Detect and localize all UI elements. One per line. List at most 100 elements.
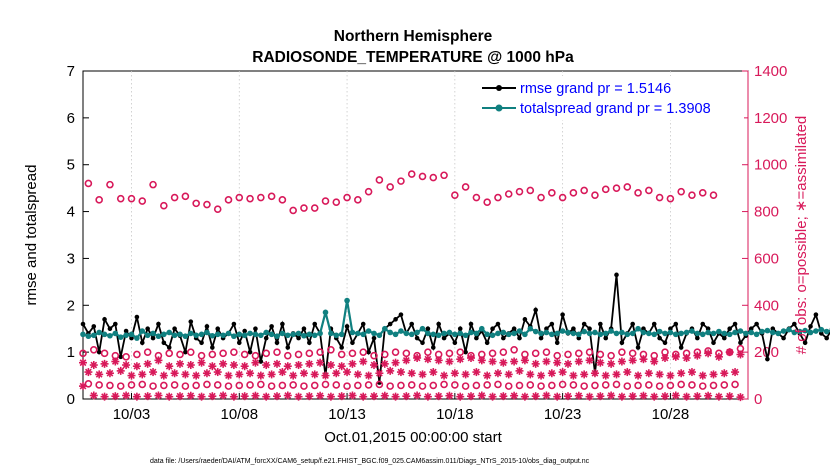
totalspread-point (215, 332, 221, 338)
assimilated_00-point (634, 372, 642, 380)
assimilated_00-point (257, 372, 265, 380)
rmse-point (253, 326, 258, 331)
assimilated_12-point (456, 355, 464, 363)
totalspread-point (118, 334, 124, 340)
assimilated_12-point (564, 360, 572, 368)
rmse-point (781, 336, 786, 341)
assimilated_00-point (645, 369, 653, 377)
rmse-point (560, 312, 565, 317)
assimilated_00-point (677, 369, 685, 377)
x-tick-label: 10/28 (652, 406, 690, 423)
assimilated_12-point (154, 356, 162, 364)
totalspread-point (236, 332, 242, 338)
rmse-point (539, 336, 544, 341)
assimilated_12-point (111, 358, 119, 366)
left-axis-label: rmse and totalspread (23, 165, 40, 306)
rmse-point (199, 340, 204, 345)
assimilated_low-point (456, 393, 464, 401)
assimilated_00-point (505, 370, 513, 378)
totalspread-point (377, 332, 383, 338)
assimilated_low-point (736, 393, 744, 401)
totalspread-point (770, 330, 776, 336)
rmse-point (188, 319, 193, 324)
rmse-point (361, 322, 366, 327)
assimilated_00-point (278, 368, 286, 376)
assimilated_low-point (510, 392, 518, 400)
rmse-point (453, 340, 458, 345)
assimilated_12-point (510, 358, 518, 366)
assimilated_12-point (639, 355, 647, 363)
assimilated_low-point (165, 393, 173, 401)
assimilated_low-point (154, 391, 162, 399)
assimilated_low-point (241, 392, 249, 400)
totalspread-point (479, 326, 485, 332)
totalspread-point (673, 332, 679, 338)
assimilated_12-point (79, 359, 87, 367)
assimilated_12-point (683, 354, 691, 362)
totalspread-point (317, 331, 323, 337)
rmse-point (636, 345, 641, 350)
assimilated_12-point (435, 356, 443, 364)
totalspread-point (463, 332, 469, 338)
assimilated_00-point (699, 372, 707, 380)
assimilated_00-point (462, 370, 470, 378)
left-tick-label: 4 (67, 204, 75, 221)
rmse-point (205, 324, 210, 329)
assimilated_low-point (586, 393, 594, 401)
totalspread-point (436, 332, 442, 338)
totalspread-point (705, 330, 711, 336)
assimilated_00-point (386, 367, 394, 375)
assimilated_12-point (176, 360, 184, 368)
assimilated_low-point (295, 393, 303, 401)
rmse-point (264, 336, 269, 341)
assimilated_low-point (370, 392, 378, 400)
assimilated_12-point (607, 360, 615, 368)
totalspread-point (409, 332, 415, 338)
assimilated_00-point (472, 368, 480, 376)
assimilated_low-point (90, 391, 98, 399)
totalspread-point (517, 328, 523, 334)
assimilated_12-point (101, 360, 109, 368)
chart-title-line2: RADIOSONDE_TEMPERATURE @ 1000 hPa (252, 49, 574, 66)
totalspread-point (134, 335, 140, 341)
assimilated_00-point (149, 368, 157, 376)
totalspread-point (641, 330, 647, 336)
assimilated_12-point (165, 362, 173, 370)
assimilated_12-point (629, 356, 637, 364)
totalspread-point (371, 331, 377, 337)
right-tick-label: 400 (754, 297, 779, 314)
assimilated_00-point (580, 370, 588, 378)
rmse-point (754, 322, 759, 327)
totalspread-point (323, 310, 329, 316)
totalspread-point (614, 331, 620, 337)
totalspread-point (721, 331, 727, 337)
legend-rmse-label: rmse grand pr = 1.5146 (520, 81, 671, 97)
totalspread-point (571, 331, 577, 337)
totalspread-point (695, 331, 701, 337)
assimilated_00-point (354, 370, 362, 378)
assimilated_00-point (494, 369, 502, 377)
assimilated_12-point (273, 360, 281, 368)
assimilated_00-point (516, 367, 524, 375)
left-tick-label: 3 (67, 250, 75, 267)
totalspread-point (312, 332, 318, 338)
assimilated_12-point (596, 359, 604, 367)
assimilated_00-point (559, 368, 567, 376)
totalspread-point (301, 333, 307, 339)
assimilated_00-point (688, 368, 696, 376)
assimilated_00-point (365, 372, 373, 380)
totalspread-point (290, 332, 296, 338)
assimilated_low-point (122, 391, 130, 399)
assimilated_low-point (467, 392, 475, 400)
assimilated_low-point (435, 392, 443, 400)
rmse-point (587, 326, 592, 331)
assimilated_00-point (128, 372, 136, 380)
assimilated_12-point (553, 359, 561, 367)
totalspread-point (651, 332, 657, 338)
assimilated_low-point (521, 393, 529, 401)
assimilated_low-point (101, 393, 109, 401)
rmse-point (700, 322, 705, 327)
totalspread-point (382, 326, 388, 332)
rmse-point (490, 326, 495, 331)
